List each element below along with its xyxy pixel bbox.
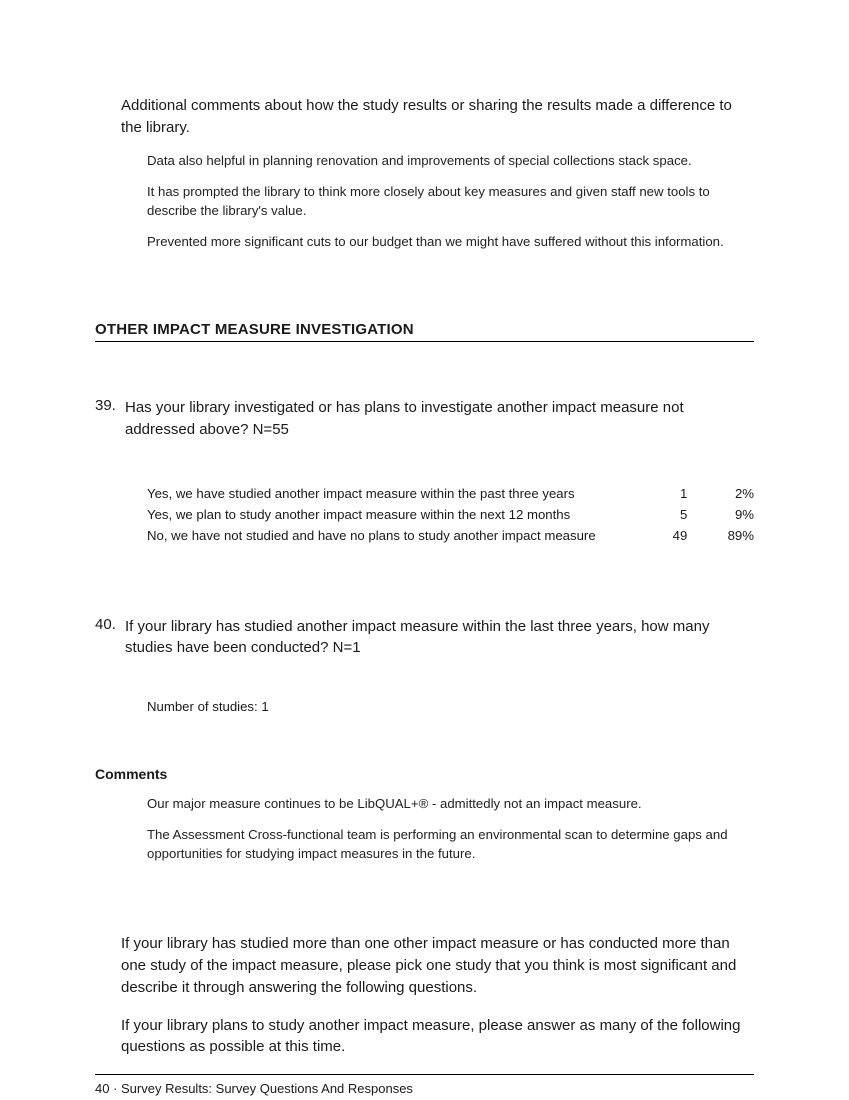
response-table: Yes, we have studied another impact meas… [147, 483, 754, 546]
q40-answer: Number of studies: 1 [95, 699, 754, 714]
row-label: Yes, we have studied another impact meas… [147, 483, 631, 504]
intro-responses: Data also helpful in planning renovation… [95, 151, 754, 252]
table-row: No, we have not studied and have no plan… [147, 525, 754, 546]
row-count: 5 [631, 504, 688, 525]
question-number: 40. [95, 616, 125, 660]
section-heading: OTHER IMPACT MEASURE INVESTIGATION [95, 321, 754, 342]
question-39: 39. Has your library investigated or has… [95, 397, 754, 441]
row-percent: 2% [687, 483, 754, 504]
row-percent: 89% [687, 525, 754, 546]
table-row: Yes, we plan to study another impact mea… [147, 504, 754, 525]
row-label: Yes, we plan to study another impact mea… [147, 504, 631, 525]
question-text: Has your library investigated or has pla… [125, 397, 754, 441]
question-40: 40. If your library has studied another … [95, 616, 754, 660]
question-text: If your library has studied another impa… [125, 616, 754, 660]
row-count: 1 [631, 483, 688, 504]
comment-item: The Assessment Cross-functional team is … [147, 825, 754, 863]
closing-block: If your library has studied more than on… [95, 933, 754, 1058]
response-item: It has prompted the library to think mor… [147, 182, 754, 220]
response-item: Data also helpful in planning renovation… [147, 151, 754, 170]
closing-text: If your library has studied more than on… [121, 933, 754, 998]
row-percent: 9% [687, 504, 754, 525]
page-content: Additional comments about how the study … [0, 0, 849, 1096]
row-count: 49 [631, 525, 688, 546]
response-item: Prevented more significant cuts to our b… [147, 232, 754, 251]
closing-text: If your library plans to study another i… [121, 1015, 754, 1059]
question-number: 39. [95, 397, 125, 441]
q39-table: Yes, we have studied another impact meas… [95, 483, 754, 546]
comments-heading: Comments [95, 766, 754, 782]
row-label: No, we have not studied and have no plan… [147, 525, 631, 546]
page-footer: 40 · Survey Results: Survey Questions An… [95, 1075, 754, 1096]
comments-block: Our major measure continues to be LibQUA… [95, 794, 754, 863]
comment-item: Our major measure continues to be LibQUA… [147, 794, 754, 813]
intro-text: Additional comments about how the study … [95, 95, 754, 139]
table-row: Yes, we have studied another impact meas… [147, 483, 754, 504]
